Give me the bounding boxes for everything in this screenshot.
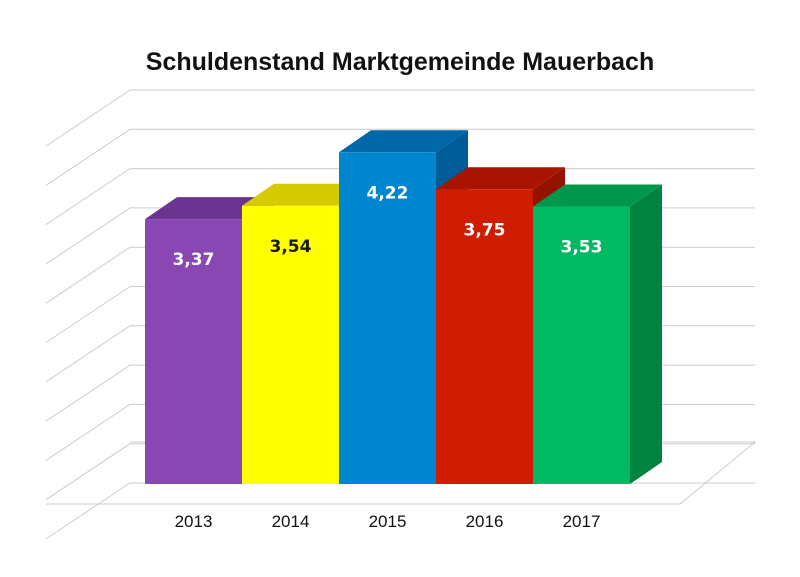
bar-top: [533, 184, 662, 207]
x-axis-ticks: 2013 2014 2015 2016 2017: [175, 512, 601, 531]
grid-line-diagonal: [45, 325, 131, 383]
bar-side: [630, 184, 662, 485]
bar-top: [436, 167, 565, 190]
data-label: 3,75: [464, 220, 506, 240]
x-tick-label: 2015: [369, 512, 407, 531]
x-tick-label: 2013: [175, 512, 213, 531]
bar-top: [145, 197, 274, 220]
bar-front: [145, 219, 242, 485]
bar-front: [436, 189, 533, 484]
grid-line-diagonal: [45, 207, 131, 265]
data-label: 3,54: [270, 237, 312, 257]
bar-top: [339, 130, 468, 153]
x-tick-label: 2017: [563, 512, 601, 531]
grid-line-diagonal: [45, 364, 131, 422]
grid-line-diagonal: [45, 128, 131, 186]
bar-top: [242, 183, 371, 206]
bar-front: [533, 206, 630, 485]
bars: 3,37 3,54 4,22 3,75 3,53: [145, 130, 662, 485]
grid-line-diagonal: [45, 89, 131, 147]
chart-title: Schuldenstand Marktgemeinde Mauerbach: [146, 48, 654, 76]
x-tick-label: 2016: [466, 512, 504, 531]
data-label: 3,53: [561, 238, 603, 258]
grid-line-diagonal: [45, 403, 131, 461]
x-tick-label: 2014: [272, 512, 310, 531]
grid-line-diagonal: [45, 443, 131, 501]
grid-line-diagonal: [45, 482, 131, 540]
data-label: 3,37: [173, 250, 215, 270]
bar-front: [339, 152, 436, 485]
grid-line-diagonal: [45, 246, 131, 304]
grid-line-diagonal: [45, 286, 131, 343]
bar-front: [242, 205, 339, 485]
bar-2017: 3,53: [533, 184, 662, 485]
grid-line-diagonal: [45, 168, 131, 226]
data-label: 4,22: [367, 183, 409, 203]
